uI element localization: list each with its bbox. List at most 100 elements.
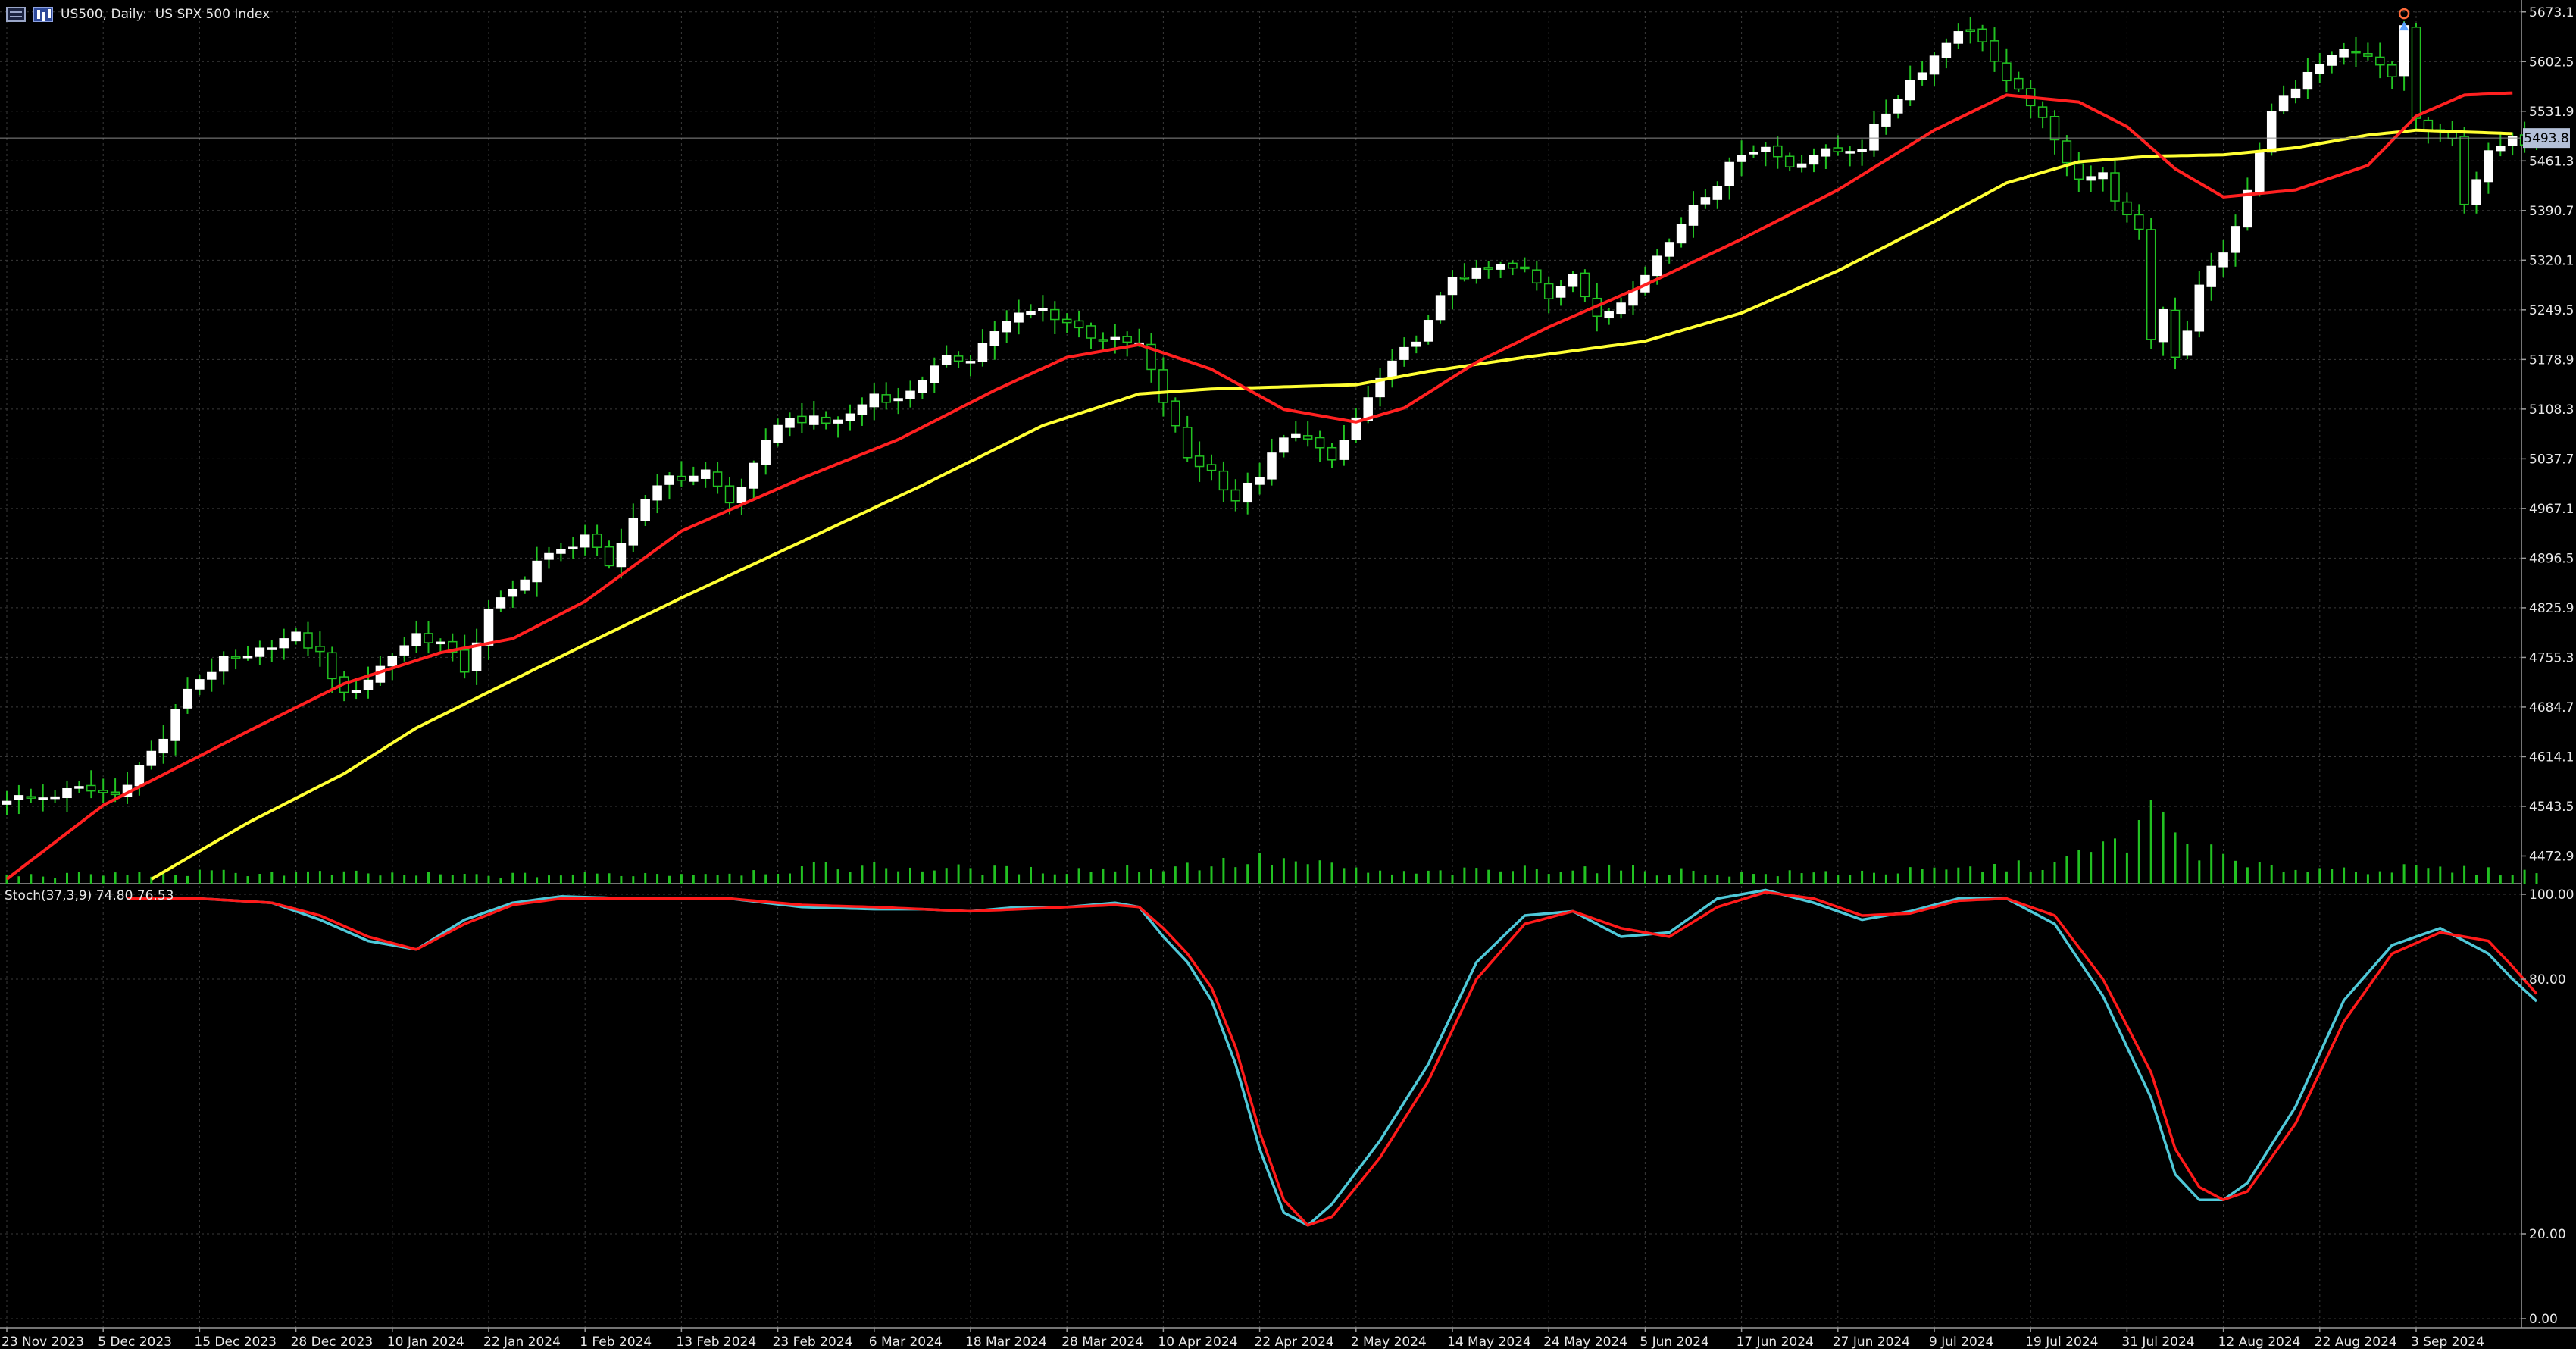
candle bbox=[1423, 315, 1433, 345]
candle-body bbox=[1664, 242, 1674, 257]
candle-body bbox=[1496, 264, 1505, 270]
candle bbox=[930, 357, 939, 393]
time-tick-label: 28 Mar 2024 bbox=[1061, 1335, 1143, 1349]
candle-body bbox=[436, 641, 445, 645]
candle-body bbox=[1773, 145, 1783, 158]
candle bbox=[436, 638, 445, 653]
volume-bar bbox=[1138, 872, 1141, 884]
candle-body bbox=[315, 646, 325, 653]
candle bbox=[640, 494, 650, 526]
chart-type-icon[interactable] bbox=[33, 7, 53, 22]
candle-body bbox=[1761, 146, 1771, 152]
volume-bar bbox=[2318, 868, 2321, 884]
candle bbox=[989, 321, 1000, 360]
price-tick-label: 4896.5 bbox=[2529, 551, 2574, 566]
candle-body bbox=[1411, 341, 1421, 347]
volume-bar bbox=[307, 871, 309, 884]
candle bbox=[1555, 280, 1566, 306]
candle-body bbox=[2339, 49, 2349, 58]
volume-bar bbox=[198, 869, 201, 884]
candle-body bbox=[399, 645, 409, 656]
volume-bar bbox=[1692, 870, 1695, 884]
candle-body bbox=[1700, 197, 1711, 205]
candle bbox=[1471, 260, 1482, 284]
candle-body bbox=[158, 738, 168, 754]
volume-bar bbox=[1018, 874, 1021, 884]
candle bbox=[2278, 85, 2289, 114]
candle bbox=[1146, 333, 1156, 383]
candle-body bbox=[1267, 452, 1277, 480]
candle bbox=[1568, 271, 1578, 293]
candle-body bbox=[1327, 446, 1337, 461]
candle bbox=[2, 790, 12, 815]
price-tick-label: 5178.9 bbox=[2529, 352, 2574, 368]
volume-bar bbox=[439, 874, 442, 884]
candle-body bbox=[2074, 163, 2084, 180]
ma-slow-line bbox=[150, 128, 2513, 881]
symbol-list-icon[interactable] bbox=[6, 7, 26, 22]
volume-bar bbox=[2210, 844, 2213, 884]
candle-body bbox=[1459, 277, 1470, 280]
volume-bar bbox=[1294, 861, 1297, 884]
volume-bar bbox=[1896, 873, 1899, 884]
volume-bar bbox=[2523, 869, 2526, 884]
candle bbox=[2002, 48, 2012, 93]
candle-body bbox=[989, 331, 1000, 346]
candle-body bbox=[2037, 106, 2048, 118]
candle bbox=[2363, 42, 2373, 61]
candle-body bbox=[1857, 149, 1867, 152]
volume-bar bbox=[1427, 870, 1430, 884]
volume-bar bbox=[1150, 869, 1152, 884]
candle-body bbox=[2170, 309, 2181, 358]
volume-bar bbox=[1282, 858, 1285, 884]
candle-body bbox=[953, 355, 964, 362]
volume-bar bbox=[17, 876, 20, 884]
candle bbox=[2110, 160, 2120, 211]
candle bbox=[785, 412, 795, 437]
candle bbox=[965, 355, 976, 377]
time-tick-label: 13 Feb 2024 bbox=[676, 1335, 756, 1349]
candle bbox=[1664, 238, 1674, 264]
candle-body bbox=[1255, 477, 1265, 485]
candle bbox=[1580, 269, 1590, 302]
volume-bar bbox=[2258, 862, 2261, 884]
candle bbox=[1218, 461, 1229, 502]
volume-bar bbox=[1752, 874, 1755, 884]
candle bbox=[809, 401, 819, 430]
volume-bar bbox=[367, 873, 370, 884]
volume-bar bbox=[1740, 871, 1743, 884]
time-tick-label: 22 Jan 2024 bbox=[483, 1335, 561, 1349]
candle-body bbox=[821, 416, 831, 424]
volume-bar bbox=[2077, 849, 2080, 884]
candle-body bbox=[1171, 400, 1180, 427]
candle-body bbox=[1917, 72, 1927, 80]
price-tick-label: 4755.3 bbox=[2529, 650, 2574, 665]
candle-body bbox=[1712, 186, 1723, 200]
volume-bar bbox=[2149, 800, 2152, 884]
volume-bar bbox=[234, 872, 237, 884]
volume-bar bbox=[330, 875, 333, 884]
candle bbox=[459, 634, 470, 679]
volume-bar bbox=[2511, 875, 2514, 884]
candle-body bbox=[785, 418, 795, 428]
candle-body bbox=[736, 487, 747, 504]
candle-body bbox=[1038, 308, 1048, 311]
candle bbox=[74, 781, 84, 793]
volume-bar bbox=[1981, 872, 1984, 884]
stochastic-label: Stoch(37,3,9) 74.80 76.53 bbox=[5, 888, 174, 903]
volume-bar bbox=[1318, 860, 1321, 884]
candle bbox=[483, 599, 494, 660]
candle-body bbox=[1784, 155, 1795, 167]
candle bbox=[544, 546, 554, 569]
volume-bar bbox=[777, 874, 780, 884]
candle-body bbox=[1508, 262, 1518, 269]
candle-body bbox=[134, 765, 145, 787]
candle bbox=[2014, 71, 2024, 92]
candle-body bbox=[1652, 255, 1662, 277]
candle bbox=[1399, 337, 1409, 367]
candle-body bbox=[146, 750, 157, 766]
candle bbox=[712, 462, 723, 494]
volume-bar bbox=[1873, 872, 1875, 884]
